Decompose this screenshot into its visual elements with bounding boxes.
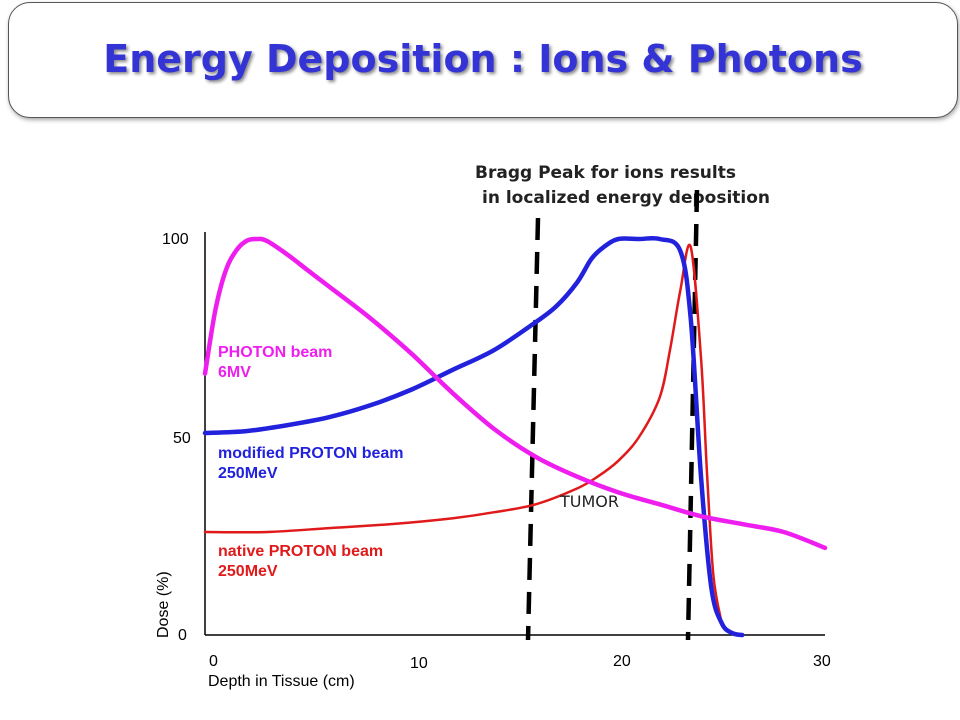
photon-beam-line (202, 236, 828, 551)
y-tick-label: 100 (162, 231, 189, 248)
photon-label-line-2: 6MV (218, 364, 251, 381)
x-tick-label: 30 (813, 653, 831, 670)
x-tick-label: 10 (410, 655, 428, 672)
tumor-boundary-right (685, 189, 700, 641)
x-tick-label: 20 (613, 653, 631, 670)
x-tick-label: 0 (209, 653, 218, 670)
native-proton-beam-line (203, 243, 723, 625)
annotation-line-2: in localized energy deposition (482, 188, 770, 208)
page-title: Energy Deposition : Ions & Photons (103, 37, 863, 81)
y-tick-label: 0 (178, 627, 187, 644)
annotation-line-1: Bragg Peak for ions results (475, 163, 736, 183)
modified-proton-label-line-2: 250MeV (218, 465, 278, 482)
tumor-label: TUMOR (559, 492, 619, 511)
x-axis-label: Depth in Tissue (cm) (208, 673, 355, 690)
modified-proton-beam-line (202, 235, 745, 638)
photon-label-line-1: PHOTON beam (218, 344, 332, 361)
native-proton-label-line-2: 250MeV (218, 563, 278, 580)
y-tick-label: 50 (173, 430, 191, 447)
title-box: Energy Deposition : Ions & Photons (8, 2, 958, 118)
modified-proton-label-line-1: modified PROTON beam (218, 445, 404, 462)
native-proton-label-line-1: native PROTON beam (218, 543, 383, 560)
series-lines (202, 235, 828, 638)
tumor-boundary-left (525, 217, 541, 641)
y-axis-label: Dose (%) (155, 571, 172, 638)
